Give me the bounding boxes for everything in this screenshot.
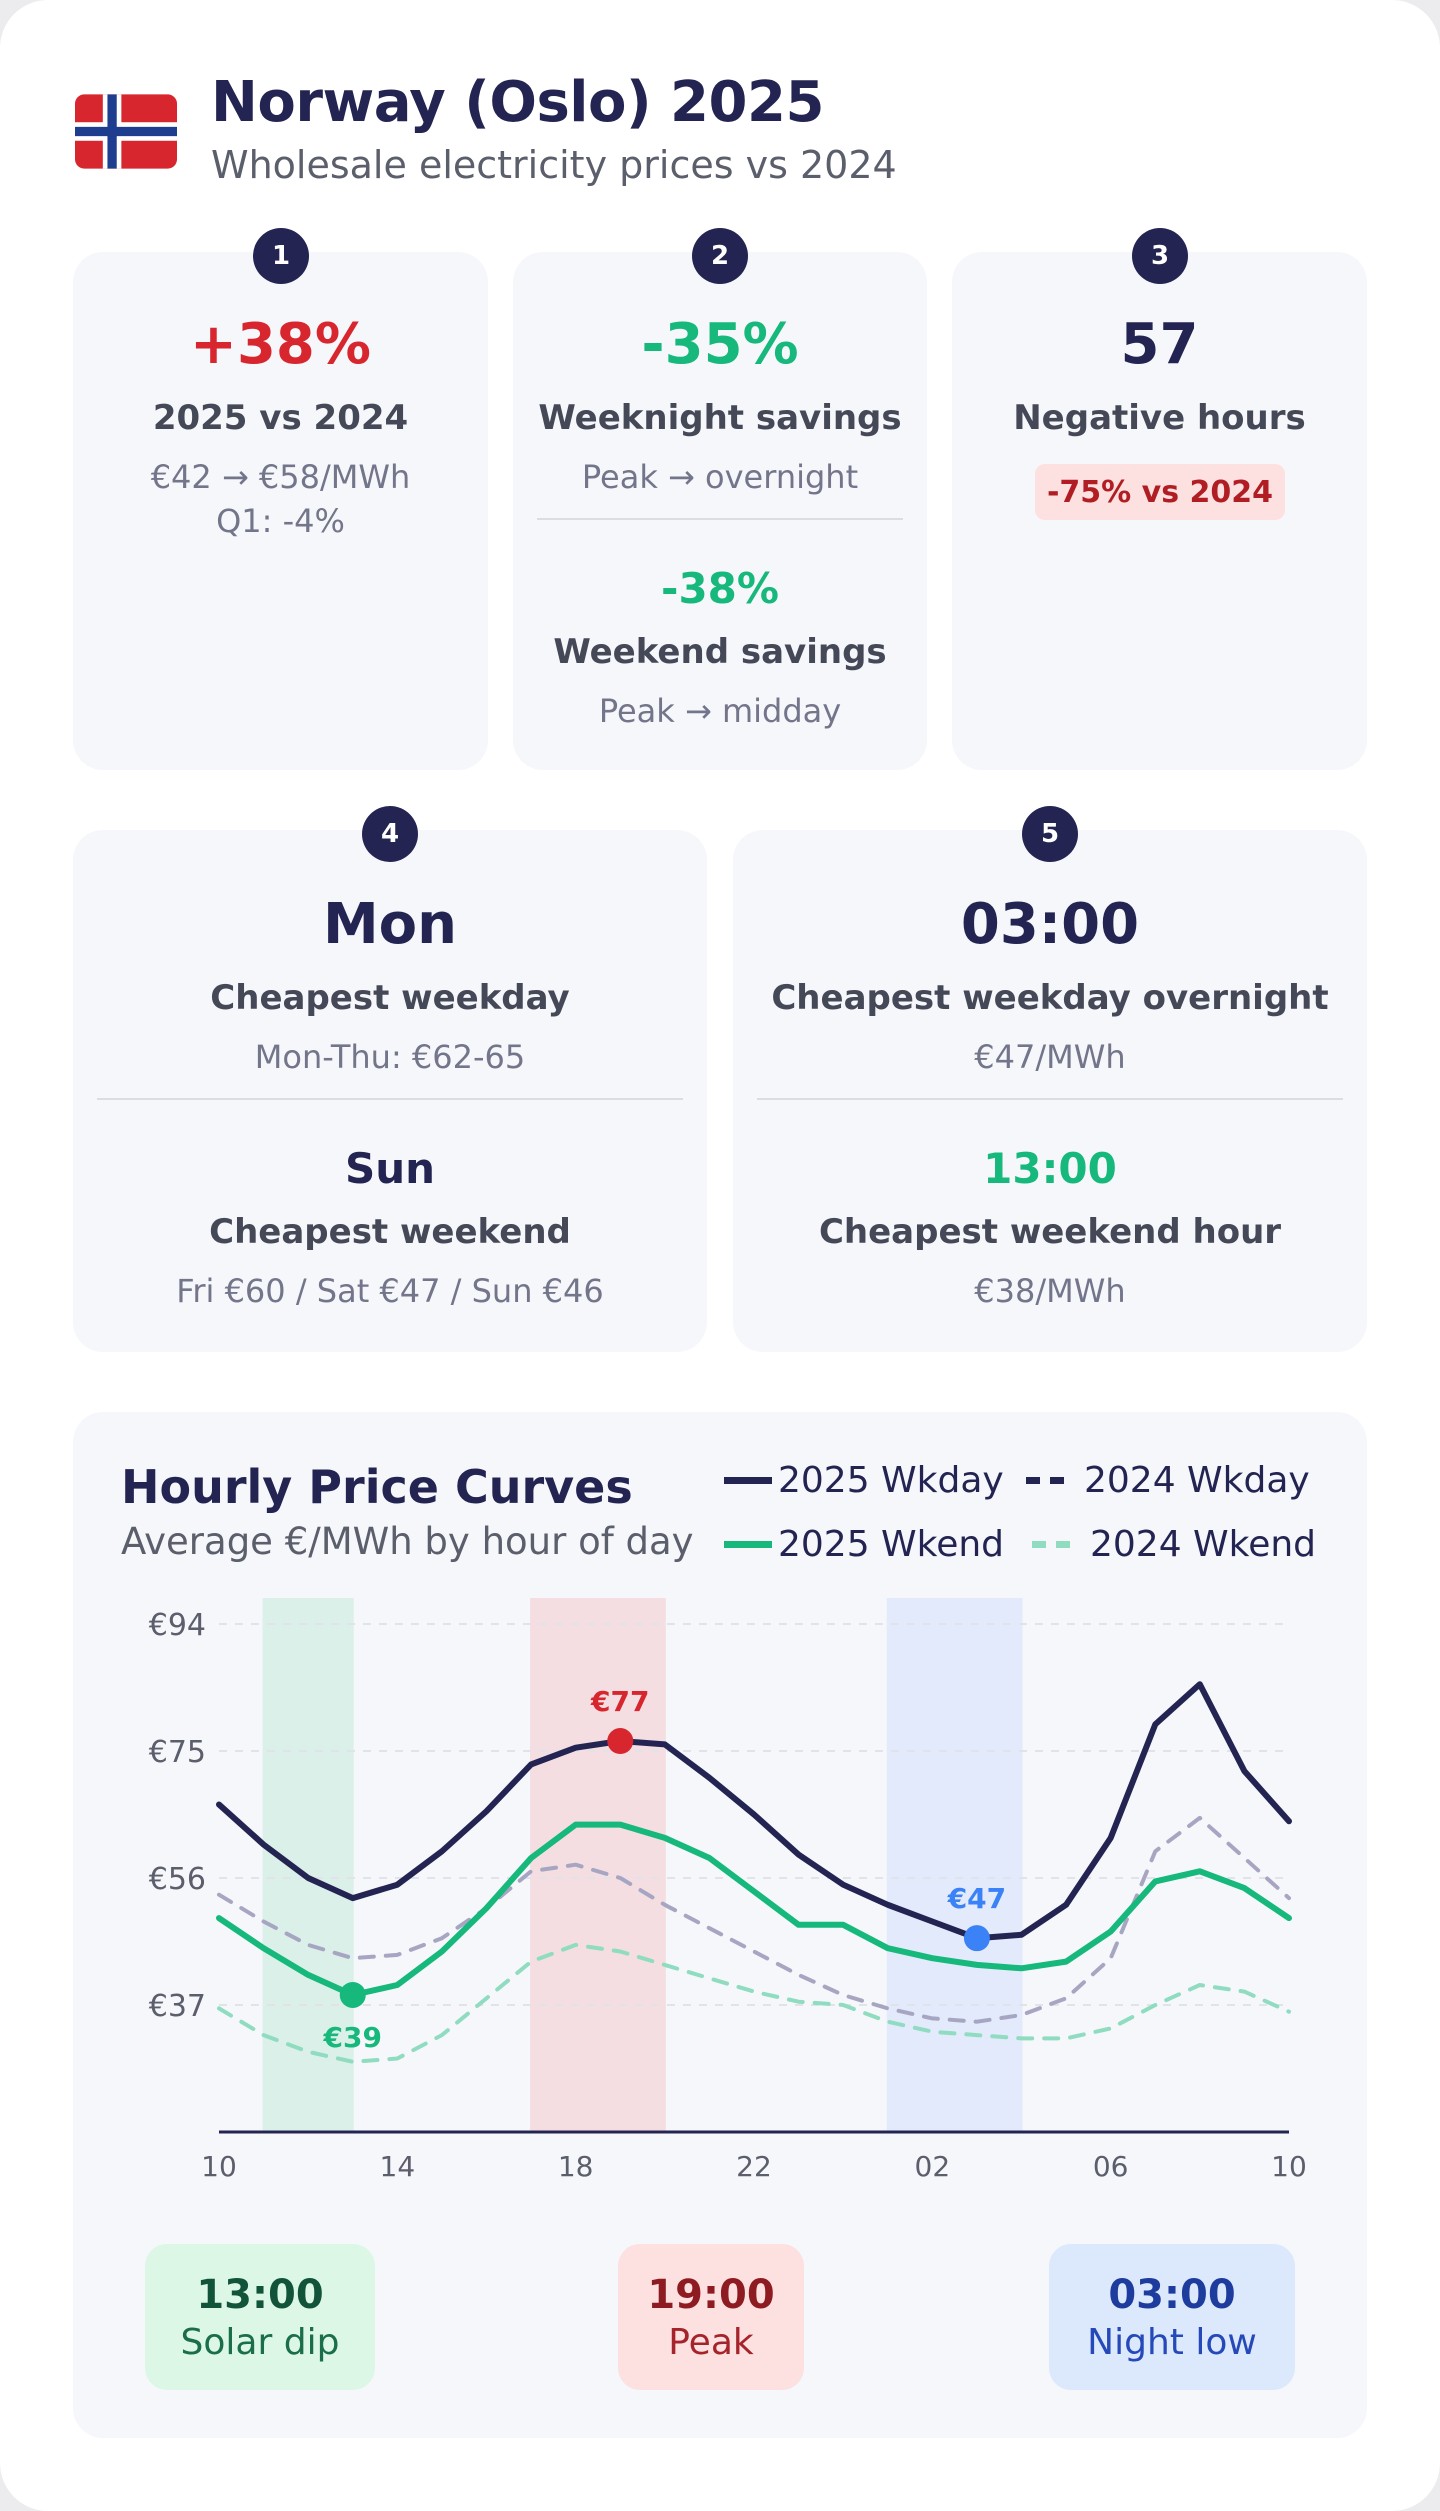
legend-swatch [724,1541,772,1548]
legend-swatch [1032,1541,1070,1548]
band-peak [530,1598,666,2132]
legend-label: 2025 Wkday [778,1460,1004,1501]
callout-desc: Night low [1087,2321,1257,2363]
card-price-change: 1 +38% 2025 vs 2024 €42 → €58/MWh Q1: -4… [73,228,488,770]
card-badge: 2 [692,228,748,284]
y-tick-label: €94 [149,1608,206,1643]
card-badge: 1 [253,228,309,284]
legend-label: 2024 Wkday [1084,1460,1310,1501]
card-label-secondary: Cheapest weekend [209,1212,571,1252]
y-tick-label: €56 [149,1862,206,1897]
series-line-2025-wkend [216,1821,1292,1998]
card-value: Mon [322,892,458,957]
chart-subtitle: Average €/MWh by hour of day [121,1520,694,1563]
card-label-secondary: Weekend savings [553,632,887,672]
x-tick-label: 14 [380,2150,416,2183]
x-tick-label: 22 [736,2150,772,2183]
callout-time: 03:00 [1108,2271,1236,2318]
card-detail: €47/MWh [974,1038,1126,1076]
card-label: Weeknight savings [538,398,902,438]
annotation-label: €77 [590,1685,649,1718]
y-tick-label: €37 [149,1989,206,2024]
card-divider [97,1098,683,1100]
legend-2025-wkday: 2025 Wkday [724,1460,1004,1501]
card-value-secondary: -38% [661,564,779,613]
card-label: Negative hours [1013,398,1306,438]
legend-swatch [1026,1477,1064,1484]
card-badge: 3 [1132,228,1188,284]
callout-solar-dip: 13:00 Solar dip [145,2244,375,2390]
card-detail-secondary: Peak → midday [598,692,842,730]
chart-title: Hourly Price Curves [121,1460,633,1514]
card-divider [757,1098,1343,1100]
card-cheapest-hour: 5 03:00 Cheapest weekday overnight €47/M… [733,806,1367,1352]
card-value-secondary: Sun [344,1144,436,1193]
card-negative-hours: 3 57 Negative hours -75% vs 2024 [952,228,1367,770]
card-detail: Peak → overnight [581,458,859,496]
series-line-2024-wkday [217,1815,1291,2024]
card-label-secondary: Cheapest weekend hour [818,1212,1282,1252]
card-badge: 4 [362,806,418,862]
callout-night-low: 03:00 Night low [1049,2244,1295,2390]
legend-2024-wkday: 2024 Wkday [1026,1460,1310,1501]
legend-label: 2024 Wkend [1090,1524,1317,1565]
norway-flag-icon [75,94,177,169]
card-detail-2: Q1: -4% [216,502,345,540]
page-subtitle: Wholesale electricity prices vs 2024 [211,143,897,187]
legend-2024-wkend: 2024 Wkend [1032,1524,1316,1565]
callout-time: 19:00 [647,2271,775,2318]
card-value: -35% [641,312,799,377]
x-tick-label: 02 [915,2150,951,2183]
annotation-point [607,1728,634,1755]
card-label: 2025 vs 2024 [152,398,409,438]
legend-label: 2025 Wkend [778,1524,1005,1565]
change-pill: -75% vs 2024 [1035,464,1285,520]
legend-2025-wkend: 2025 Wkend [724,1524,1004,1565]
annotation-point [963,1925,990,1952]
x-tick-label: 18 [558,2150,594,2183]
annotation-label: €39 [323,2021,382,2054]
annotation-point [339,1981,366,2008]
card-detail-secondary: €38/MWh [974,1272,1126,1310]
card-detail: €42 → €58/MWh [150,458,411,496]
card-badge: 5 [1022,806,1078,862]
card-value: 57 [1120,312,1199,377]
card-detail: Mon-Thu: €62-65 [254,1038,526,1076]
series-line-2025-wkday [216,1681,1292,1942]
card-value-secondary: 13:00 [983,1144,1117,1193]
series-line-2024-wkend [217,1942,1291,2064]
page-title: Norway (Oslo) 2025 [211,70,824,135]
card-divider [537,518,903,520]
annotation-label: €47 [947,1882,1006,1915]
card-value: +38% [190,312,371,377]
callout-time: 13:00 [196,2271,324,2318]
callout-peak: 19:00 Peak [618,2244,804,2390]
card-label: Cheapest weekday overnight [771,978,1329,1018]
band-night [886,1598,1023,2132]
x-tick-label: 10 [1271,2150,1307,2183]
card-value: 03:00 [960,892,1140,957]
callout-desc: Solar dip [180,2321,340,2363]
band-solar [262,1598,354,2132]
callout-desc: Peak [668,2321,754,2363]
y-tick-label: €75 [149,1735,206,1770]
card-label: Cheapest weekday [210,978,570,1018]
x-tick-label: 06 [1093,2150,1129,2183]
card-detail-secondary: Fri €60 / Sat €47 / Sun €46 [176,1272,604,1310]
x-tick-label: 10 [201,2150,237,2183]
card-cheapest-day: 4 Mon Cheapest weekday Mon-Thu: €62-65 S… [73,806,707,1352]
legend-swatch [724,1477,772,1484]
card-savings: 2 -35% Weeknight savings Peak → overnigh… [513,228,927,770]
